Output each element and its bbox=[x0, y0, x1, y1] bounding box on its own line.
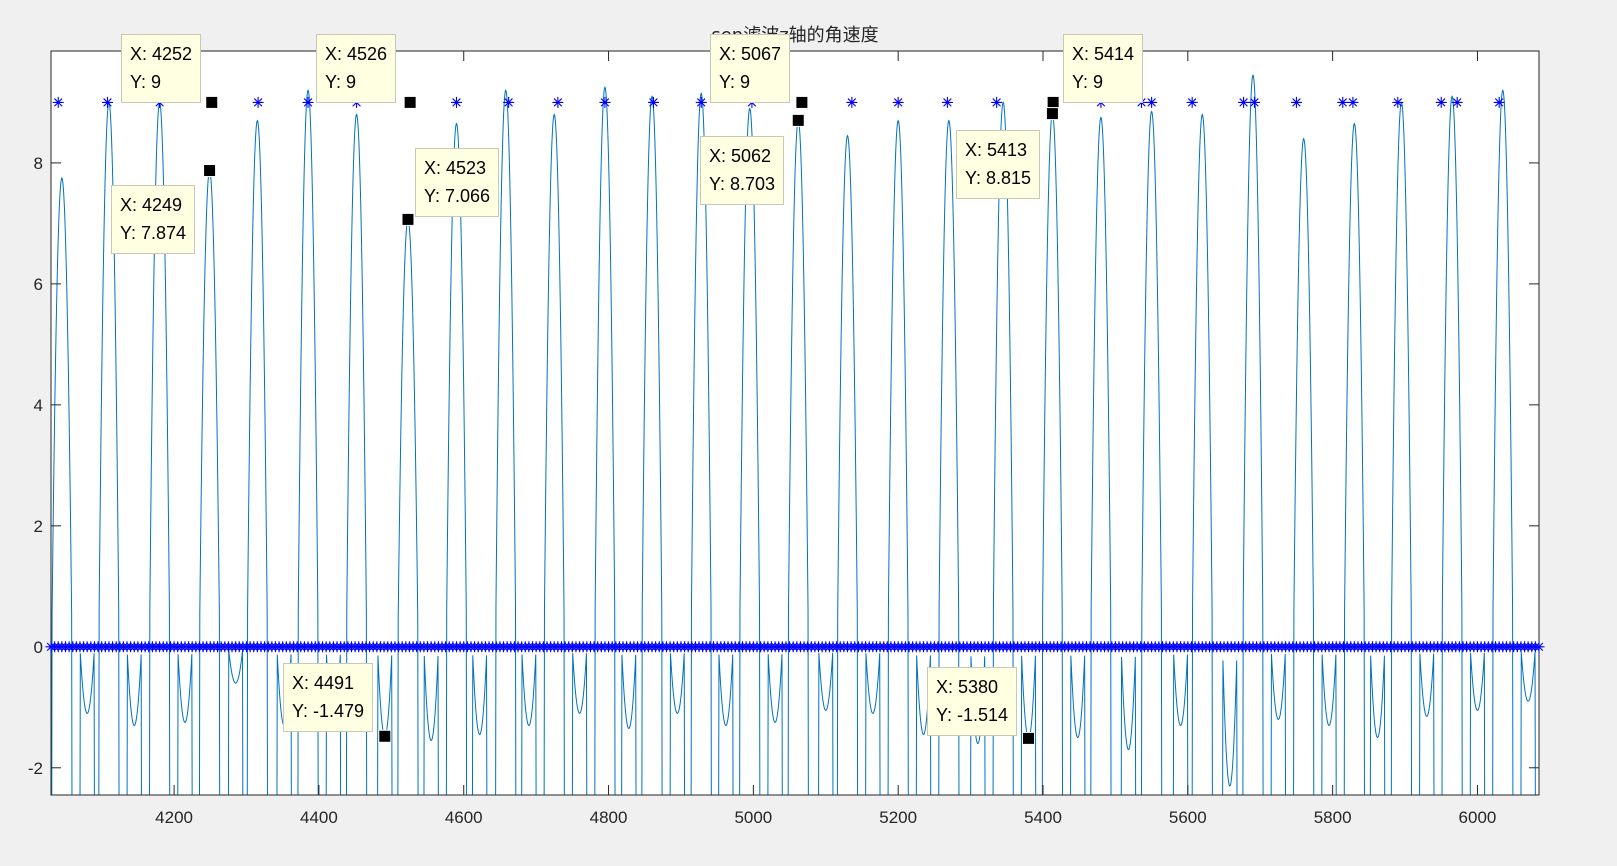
datatip-x-label: X: 4491 bbox=[292, 673, 355, 693]
level-marker bbox=[1146, 96, 1158, 108]
level-marker bbox=[1435, 96, 1447, 108]
level-marker bbox=[991, 96, 1003, 108]
y-tick-label: 8 bbox=[34, 154, 43, 173]
datatip-marker[interactable] bbox=[203, 164, 217, 178]
datatip-marker[interactable] bbox=[791, 113, 805, 127]
y-tick-label: -2 bbox=[28, 759, 43, 778]
datatip-y-label: Y: -1.514 bbox=[936, 705, 1009, 725]
x-tick-label: 6000 bbox=[1459, 808, 1497, 827]
datatip[interactable]: X: 5062 Y: 8.703 bbox=[700, 136, 785, 205]
level-marker bbox=[552, 96, 564, 108]
datatip-y-label: Y: 9 bbox=[719, 72, 751, 92]
datatip-x-label: X: 5062 bbox=[709, 146, 772, 166]
level-marker bbox=[846, 96, 858, 108]
level-marker bbox=[450, 96, 462, 108]
level-marker bbox=[1238, 96, 1250, 108]
level-marker bbox=[1248, 96, 1260, 108]
datatip[interactable]: X: 4523 Y: 7.066 bbox=[415, 148, 500, 217]
level-marker bbox=[503, 96, 515, 108]
datatip-marker[interactable] bbox=[1045, 107, 1059, 121]
datatip[interactable]: X: 5414 Y: 9 bbox=[1063, 34, 1144, 103]
datatip-y-label: Y: 8.815 bbox=[965, 168, 1032, 188]
datatip-x-label: X: 4523 bbox=[424, 158, 487, 178]
datatip-marker[interactable] bbox=[795, 95, 809, 109]
baseline-marker bbox=[1533, 641, 1545, 653]
level-marker bbox=[941, 96, 953, 108]
datatip-y-label: Y: 7.066 bbox=[424, 186, 491, 206]
x-tick-label: 4200 bbox=[155, 808, 193, 827]
datatip-y-label: Y: 9 bbox=[130, 72, 162, 92]
x-tick-label: 4400 bbox=[300, 808, 338, 827]
y-tick-label: 4 bbox=[34, 396, 43, 415]
x-tick-label: 5800 bbox=[1314, 808, 1352, 827]
datatip-x-label: X: 5067 bbox=[719, 44, 782, 64]
datatip-y-label: Y: -1.479 bbox=[292, 701, 365, 721]
x-tick-label: 5000 bbox=[734, 808, 772, 827]
datatip[interactable]: X: 4491 Y: -1.479 bbox=[283, 663, 374, 732]
level-marker bbox=[52, 96, 64, 108]
datatip-y-label: Y: 9 bbox=[1072, 72, 1104, 92]
level-marker bbox=[695, 96, 707, 108]
y-tick-label: 2 bbox=[34, 517, 43, 536]
datatip-x-label: X: 5413 bbox=[965, 140, 1028, 160]
datatip[interactable]: X: 5380 Y: -1.514 bbox=[927, 667, 1018, 736]
datatip[interactable]: X: 4249 Y: 7.874 bbox=[111, 185, 196, 254]
datatip-y-label: Y: 8.703 bbox=[709, 174, 776, 194]
datatip-marker[interactable] bbox=[205, 95, 219, 109]
datatip[interactable]: X: 5067 Y: 9 bbox=[710, 34, 791, 103]
level-marker bbox=[1493, 96, 1505, 108]
level-marker bbox=[302, 96, 314, 108]
datatip-marker[interactable] bbox=[403, 95, 417, 109]
level-marker bbox=[1186, 96, 1198, 108]
datatip-y-label: Y: 7.874 bbox=[120, 223, 187, 243]
datatip[interactable]: X: 5413 Y: 8.815 bbox=[956, 130, 1041, 199]
datatip-x-label: X: 4252 bbox=[130, 44, 193, 64]
level-marker bbox=[1290, 96, 1302, 108]
level-marker bbox=[599, 96, 611, 108]
datatip-marker[interactable] bbox=[1022, 731, 1036, 745]
x-tick-label: 4800 bbox=[590, 808, 628, 827]
level-marker bbox=[252, 96, 264, 108]
y-tick-label: 6 bbox=[34, 275, 43, 294]
datatip[interactable]: X: 4526 Y: 9 bbox=[316, 34, 397, 103]
level-marker bbox=[101, 96, 113, 108]
x-tick-label: 5600 bbox=[1169, 808, 1207, 827]
datatip-y-label: Y: 9 bbox=[325, 72, 357, 92]
datatip-marker[interactable] bbox=[378, 729, 392, 743]
x-tick-label: 4600 bbox=[445, 808, 483, 827]
level-marker bbox=[1392, 96, 1404, 108]
datatip-marker[interactable] bbox=[401, 212, 415, 226]
level-marker bbox=[647, 96, 659, 108]
datatip-x-label: X: 5414 bbox=[1072, 44, 1135, 64]
datatip-x-label: X: 4526 bbox=[325, 44, 388, 64]
level-marker bbox=[1451, 96, 1463, 108]
y-tick-label: 0 bbox=[34, 638, 43, 657]
level-marker bbox=[1337, 96, 1349, 108]
axes-box bbox=[50, 50, 1540, 796]
datatip-marker[interactable] bbox=[1046, 95, 1060, 109]
datatip[interactable]: X: 4252 Y: 9 bbox=[121, 34, 202, 103]
datatip-x-label: X: 4249 bbox=[120, 195, 183, 215]
signal-line bbox=[51, 74, 1536, 795]
level-marker bbox=[892, 96, 904, 108]
datatip-x-label: X: 5380 bbox=[936, 677, 999, 697]
x-tick-label: 5200 bbox=[879, 808, 917, 827]
x-tick-label: 5400 bbox=[1024, 808, 1062, 827]
level-marker bbox=[1347, 96, 1359, 108]
